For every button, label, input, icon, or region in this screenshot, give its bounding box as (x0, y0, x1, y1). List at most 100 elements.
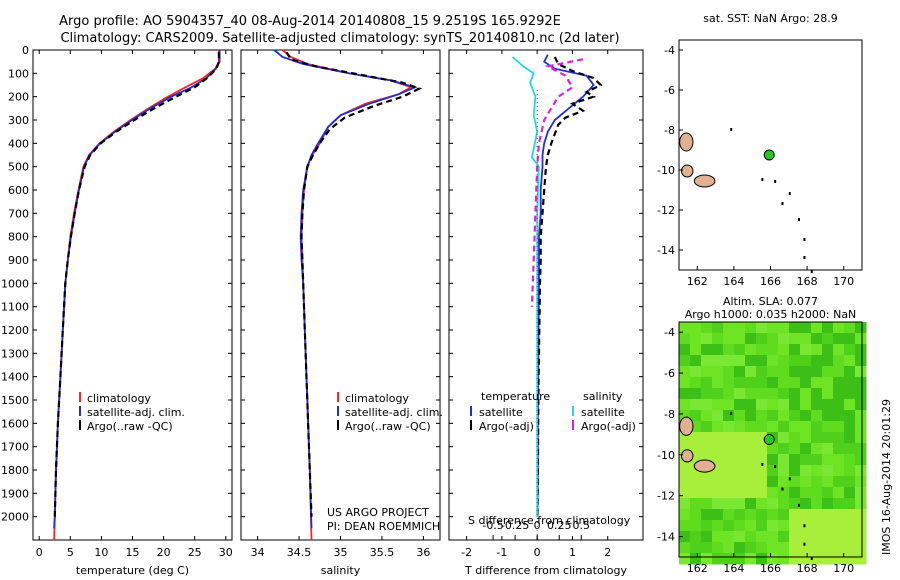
x2-tick-label: 0.5 (573, 519, 591, 532)
sla-cell (855, 498, 867, 510)
sla-cell (789, 465, 801, 477)
sla-cell (723, 344, 735, 356)
sla-cell (679, 498, 691, 510)
island-shape (680, 449, 694, 463)
sla-cell (789, 377, 801, 389)
sla-cell (745, 476, 757, 488)
sla-cell (844, 333, 856, 345)
sla-cell (833, 553, 845, 565)
sla-cell (723, 333, 735, 345)
sla-cell (723, 443, 735, 455)
sla-cell (767, 399, 779, 411)
imos-side-label: IMOS 16-Aug-2014 20:01:29 (880, 399, 893, 555)
sla-cell (701, 333, 713, 345)
sla-cell (723, 542, 735, 554)
islet (761, 178, 764, 181)
sla-cell (712, 344, 724, 356)
sla-cell (844, 344, 856, 356)
differences-series-2 (511, 56, 540, 517)
y-tick-label: 600 (8, 184, 29, 197)
sla-cell (767, 542, 779, 554)
sla-cell (679, 333, 691, 345)
sla-cell (690, 542, 702, 554)
sla-cell (745, 355, 757, 367)
islet (797, 503, 800, 507)
sla-cell (690, 454, 702, 466)
sla-cell (844, 377, 856, 389)
legend-entry: satellite-adj. clim. (345, 406, 443, 419)
sla-cell (690, 388, 702, 400)
x-tick-label: 168 (797, 275, 818, 288)
x-tick-label: 170 (833, 562, 854, 575)
sla-cell (767, 476, 779, 488)
islet (797, 218, 800, 221)
sla-cell (811, 366, 823, 378)
sla-cell (789, 542, 801, 554)
sla-cell (679, 520, 691, 532)
sla-cell (844, 531, 856, 543)
sla-cell (734, 355, 746, 367)
temperature-axes-box (32, 49, 233, 541)
y-tick-label: 1700 (1, 441, 29, 454)
sla-cell (734, 399, 746, 411)
sla-cell (778, 465, 790, 477)
argo-float-marker (763, 434, 775, 445)
sla-cell (822, 509, 834, 521)
sla-cell (800, 498, 812, 510)
sst_map-title: sat. SST: NaN Argo: 28.9 (703, 12, 837, 25)
sla-cell (723, 509, 735, 521)
project-label: US ARGO PROJECT (327, 506, 429, 519)
sla-cell (789, 476, 801, 488)
sla-cell (767, 333, 779, 345)
islet (803, 542, 806, 546)
sla-cell (811, 454, 823, 466)
x-tick-label: 5 (67, 546, 74, 559)
sla-cell (734, 476, 746, 488)
sla-cell (745, 377, 757, 389)
sla-cell (679, 465, 691, 477)
sla-cell (679, 366, 691, 378)
sla-cell (690, 322, 702, 334)
sla-cell (855, 553, 867, 565)
sla-cell (745, 454, 757, 466)
sla-cell (800, 553, 812, 565)
sla-cell (855, 366, 867, 378)
sla-cell (800, 509, 812, 521)
sla-cell (844, 399, 856, 411)
sla-cell (723, 322, 735, 334)
sla-cell (822, 322, 834, 334)
sla-cell (767, 487, 779, 499)
sla-cell (855, 355, 867, 367)
sla-cell (855, 487, 867, 499)
sla-cell (745, 388, 757, 400)
islet (761, 463, 764, 466)
sla-cell (844, 366, 856, 378)
sla-cell (734, 520, 746, 532)
sla-cell (844, 498, 856, 510)
sla-cell (844, 509, 856, 521)
sla-cell (833, 399, 845, 411)
sla-cell (778, 454, 790, 466)
sla-cell (734, 322, 746, 334)
sla-cell (789, 355, 801, 367)
sla-cell (723, 454, 735, 466)
islet (788, 477, 791, 481)
sla-cell (855, 421, 867, 433)
sla-cell (855, 333, 867, 345)
sla-cell (712, 498, 724, 510)
sla-cell (778, 487, 790, 499)
sla-cell (811, 388, 823, 400)
y-tick-label: 500 (8, 161, 29, 174)
sla-cell (712, 454, 724, 466)
sla-cell (701, 542, 713, 554)
sla-cell (723, 476, 735, 488)
sla-cell (844, 432, 856, 444)
sla-cell (844, 487, 856, 499)
sla-cell (723, 465, 735, 477)
sla-cell (778, 432, 790, 444)
legend-entry: climatology (345, 392, 409, 405)
y-tick-label: -6 (664, 367, 675, 380)
y-tick-label: -4 (664, 44, 675, 57)
sla-cell (800, 399, 812, 411)
sla-cell (712, 443, 724, 455)
